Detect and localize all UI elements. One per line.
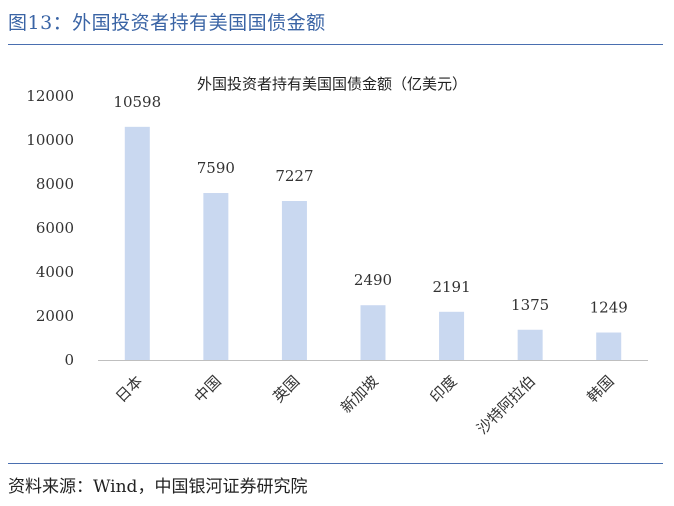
y-tick-label: 4000 [36, 263, 74, 281]
x-tick-label: 英国 [269, 372, 303, 406]
y-tick-label: 10000 [26, 131, 74, 149]
bar [517, 329, 543, 360]
figure-title: 图13：外国投资者持有美国国债金额 [8, 12, 326, 34]
source-note: 资料来源：Wind，中国银河证券研究院 [8, 477, 308, 497]
bar [124, 126, 150, 361]
y-tick-label: 12000 [26, 87, 74, 105]
y-tick-label: 8000 [36, 175, 74, 193]
data-labels: 10598 7590 7227 2490 2191 1375 1249 [113, 93, 627, 317]
data-label: 2191 [432, 278, 470, 296]
chart-title: 外国投资者持有美国国债金额（亿美元） [197, 75, 467, 93]
data-label: 1249 [590, 299, 628, 317]
x-tick-label: 沙特阿拉伯 [473, 372, 539, 438]
data-label: 7590 [197, 159, 235, 177]
source-rule [8, 463, 663, 464]
x-tick-label: 中国 [191, 372, 225, 406]
data-label: 7227 [275, 167, 313, 185]
y-axis: 0 2000 4000 6000 8000 10000 12000 [26, 87, 74, 369]
bar [360, 305, 386, 360]
bar [203, 193, 229, 360]
x-tick-label: 新加坡 [337, 372, 382, 417]
x-tick-label: 印度 [426, 372, 460, 406]
data-label: 2490 [354, 271, 392, 289]
bar [281, 201, 307, 360]
data-label: 10598 [113, 93, 161, 111]
x-tick-label: 日本 [112, 372, 146, 406]
data-label: 1375 [511, 296, 549, 314]
title-rule [8, 44, 663, 45]
y-tick-label: 6000 [36, 219, 74, 237]
y-tick-label: 0 [64, 351, 74, 369]
bar [439, 311, 465, 360]
x-tick-label: 韩国 [584, 372, 618, 406]
bar [596, 332, 622, 360]
x-axis-labels: 日本 中国 英国 新加坡 印度 沙特阿拉伯 韩国 [112, 372, 617, 438]
y-tick-label: 2000 [36, 307, 74, 325]
bars [124, 126, 622, 361]
